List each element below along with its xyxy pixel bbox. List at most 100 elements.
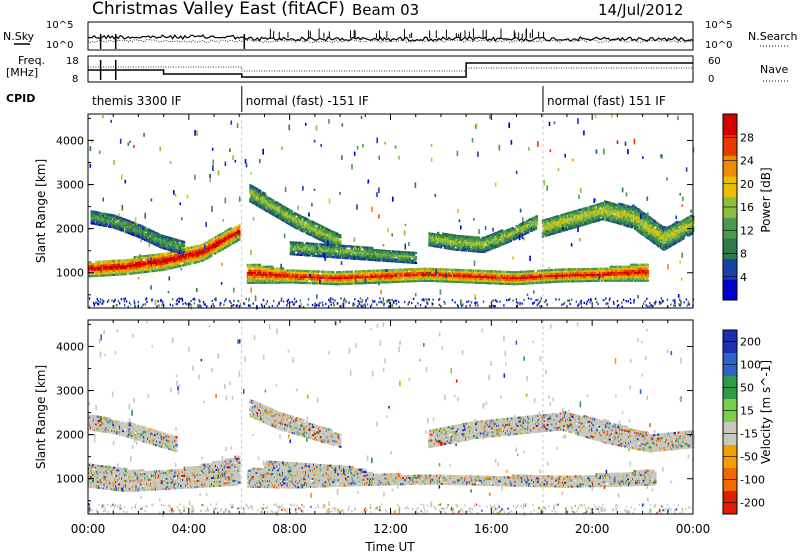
radar-cell bbox=[186, 251, 190, 254]
radar-cell bbox=[246, 277, 250, 280]
radar-cell bbox=[202, 253, 205, 256]
radar-cell bbox=[120, 225, 123, 228]
radar-cell bbox=[205, 249, 208, 252]
nsearch-trace bbox=[87, 38, 694, 44]
radar-cell bbox=[190, 258, 194, 261]
radar-cell bbox=[129, 268, 133, 271]
radar-cell bbox=[308, 278, 312, 281]
radar-cell bbox=[118, 265, 121, 268]
radar-cell bbox=[145, 262, 148, 265]
radar-cell bbox=[646, 275, 650, 278]
radar-cell bbox=[173, 244, 176, 247]
radar-cell bbox=[123, 259, 127, 262]
radar-cell bbox=[185, 263, 188, 266]
radar-cell bbox=[176, 248, 179, 252]
radar-cell bbox=[173, 246, 176, 249]
radar-cell bbox=[114, 269, 117, 272]
nsearch-label: N.Search bbox=[748, 30, 798, 43]
radar-cell bbox=[448, 278, 452, 281]
radar-cell bbox=[181, 252, 185, 255]
radar-cell bbox=[636, 273, 640, 276]
radar-cell bbox=[150, 237, 154, 241]
radar-cell bbox=[188, 250, 192, 253]
radar-cell bbox=[163, 264, 166, 267]
radar-cell bbox=[164, 260, 167, 263]
radar-cell bbox=[181, 246, 185, 249]
radar-cell bbox=[339, 240, 342, 243]
radar-cell bbox=[273, 281, 276, 284]
radar-cell bbox=[127, 264, 131, 267]
radar-cell bbox=[89, 261, 92, 264]
radar-cell bbox=[230, 238, 233, 241]
radar-cell bbox=[153, 255, 157, 258]
radar-cell bbox=[178, 247, 182, 250]
radar-cell bbox=[90, 222, 93, 225]
cpid-label: CPID bbox=[6, 92, 35, 105]
radar-cell bbox=[116, 271, 119, 274]
radar-cell bbox=[238, 232, 241, 235]
radar-cell bbox=[145, 264, 148, 267]
radar-cell bbox=[121, 219, 124, 222]
radar-cell bbox=[259, 275, 262, 278]
radar-cell bbox=[145, 258, 148, 261]
date-label: 14/Jul/2012 bbox=[598, 1, 683, 19]
radar-cell bbox=[562, 270, 565, 273]
radar-cell bbox=[221, 247, 225, 250]
radar-cell bbox=[254, 263, 257, 266]
radar-cell bbox=[218, 235, 222, 238]
radar-cell bbox=[238, 236, 241, 239]
radar-cell bbox=[167, 265, 170, 268]
radar-cell bbox=[259, 271, 262, 274]
radar-cell bbox=[88, 273, 91, 276]
radar-cell bbox=[257, 271, 260, 274]
radar-cell bbox=[104, 270, 107, 273]
radar-cell bbox=[266, 281, 269, 284]
radar-cell bbox=[182, 250, 186, 253]
radar-cell bbox=[88, 269, 91, 272]
radar-cell bbox=[142, 267, 145, 270]
radar-cell bbox=[111, 222, 115, 225]
radar-cell bbox=[182, 242, 186, 246]
radar-cell bbox=[150, 241, 154, 245]
radar-cell bbox=[277, 271, 281, 274]
radar-cell bbox=[93, 264, 97, 268]
radar-cell bbox=[195, 251, 198, 254]
radar-cell bbox=[490, 282, 493, 285]
radar-cell bbox=[263, 277, 266, 280]
radar-cell bbox=[106, 223, 109, 226]
radar-cell bbox=[216, 243, 219, 246]
radar-cell bbox=[264, 271, 267, 274]
radar-cell bbox=[96, 211, 99, 214]
radar-cell bbox=[187, 262, 191, 266]
radar-cell bbox=[220, 242, 224, 245]
radar-cell bbox=[280, 279, 284, 282]
radar-cell bbox=[171, 264, 174, 267]
radar-cell bbox=[124, 273, 128, 276]
radar-cell bbox=[142, 269, 145, 272]
radar-cell bbox=[224, 240, 228, 243]
radar-cell bbox=[366, 273, 369, 277]
radar-cell bbox=[131, 227, 134, 230]
radar-cell bbox=[522, 278, 525, 281]
radar-cell bbox=[163, 245, 166, 248]
radar-cell bbox=[289, 275, 292, 278]
radar-cell bbox=[139, 271, 142, 274]
radar-cell bbox=[131, 231, 134, 234]
radar-cell bbox=[92, 222, 95, 225]
radar-cell bbox=[424, 267, 427, 270]
radar-cell bbox=[258, 279, 261, 282]
radar-cell bbox=[99, 266, 102, 269]
radar-cell bbox=[233, 229, 236, 232]
freq-tick-high: 18 bbox=[66, 56, 79, 67]
radar-cell bbox=[99, 262, 102, 265]
radar-cell bbox=[168, 261, 171, 264]
radar-cell bbox=[255, 277, 258, 280]
radar-cell bbox=[109, 264, 112, 267]
cpid-strip: CPID themis 3300 IF normal (fast) -151 IF… bbox=[6, 86, 666, 112]
radar-cell bbox=[105, 225, 108, 228]
radar-cell bbox=[95, 264, 99, 267]
radar-cell bbox=[100, 216, 103, 219]
radar-cell bbox=[132, 270, 135, 273]
radar-cell bbox=[91, 263, 95, 266]
radar-cell bbox=[115, 223, 119, 226]
